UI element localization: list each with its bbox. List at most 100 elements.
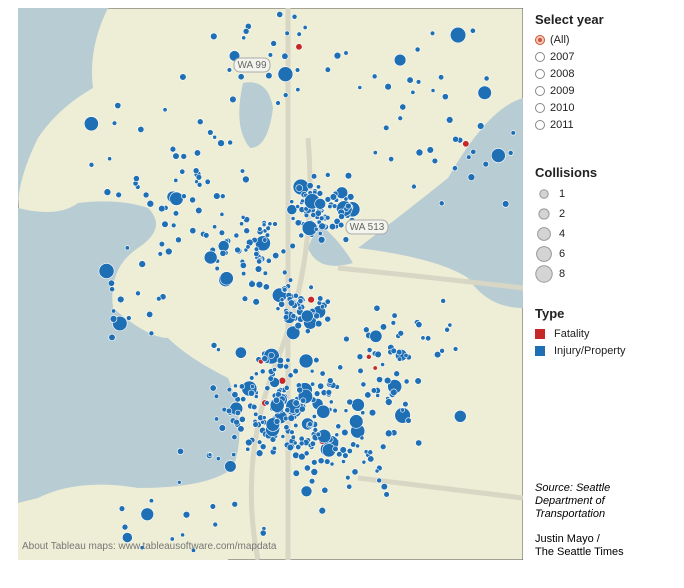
collision-dot — [180, 532, 185, 538]
collision-dot — [300, 485, 313, 498]
collision-dot — [162, 107, 168, 113]
type-swatch — [535, 345, 545, 356]
collision-dot — [275, 306, 281, 311]
collision-dot — [253, 250, 260, 258]
collision-dot — [364, 391, 372, 399]
type-label: Injury/Property — [554, 344, 626, 357]
collision-dot — [282, 314, 290, 321]
collision-dot — [195, 206, 203, 215]
filter-option[interactable]: 2011 — [535, 116, 675, 133]
collision-dot — [255, 280, 264, 289]
collision-dot — [278, 300, 286, 308]
collision-dot — [177, 447, 185, 455]
collision-dot — [146, 199, 155, 208]
collision-dot — [300, 397, 307, 404]
collision-dot — [309, 440, 316, 447]
collision-dot — [298, 353, 314, 369]
collision-dot — [372, 365, 378, 371]
size-item: 1 — [535, 184, 675, 204]
collision-dot — [170, 222, 177, 229]
collision-dot — [254, 265, 263, 273]
collision-dot — [231, 500, 239, 508]
collision-dot — [335, 423, 342, 430]
route-badge — [345, 219, 389, 235]
collision-dot — [317, 295, 324, 302]
filter-option[interactable]: (All) — [535, 31, 675, 48]
collision-dot — [204, 178, 211, 185]
collision-dot — [227, 139, 233, 146]
collision-dot — [318, 215, 325, 222]
collision-dot — [292, 451, 300, 459]
lake — [239, 82, 273, 148]
collision-dot — [292, 440, 298, 446]
collision-dot — [384, 429, 393, 438]
collision-dot — [415, 321, 423, 329]
filter-title: Select year — [535, 12, 604, 27]
collision-dot — [374, 468, 380, 474]
collision-dot — [341, 459, 346, 464]
collision-dot — [379, 443, 387, 450]
radio-button — [535, 102, 545, 113]
size-swatch — [539, 189, 549, 199]
collision-dot — [241, 295, 249, 302]
collision-dot — [314, 198, 327, 210]
collision-dot — [397, 115, 403, 121]
collision-dot — [452, 135, 459, 143]
filter-option[interactable]: 2008 — [535, 65, 675, 82]
size-circle — [538, 208, 550, 220]
collision-dot — [262, 283, 270, 291]
collision-dot — [226, 67, 233, 73]
collision-dot — [133, 175, 140, 182]
filter-option[interactable]: 2007 — [535, 48, 675, 65]
collision-dot — [289, 199, 295, 205]
collision-dot — [210, 342, 218, 349]
collision-dot — [429, 30, 436, 36]
collision-dot — [361, 459, 367, 465]
collision-dot — [226, 386, 233, 393]
collision-dot — [289, 242, 296, 250]
collision-dot — [343, 408, 349, 414]
source-note: Source: Seattle Department of Transporta… — [535, 482, 611, 520]
collision-dot — [371, 73, 378, 80]
size-legend: 1 2 4 6 8 — [535, 184, 675, 284]
filter-option[interactable]: 2009 — [535, 82, 675, 99]
collision-dot — [218, 229, 226, 236]
collision-dot — [483, 75, 490, 82]
collision-dot — [192, 167, 200, 175]
attribution: About Tableau maps: www.tableausoftware.… — [22, 541, 277, 552]
collision-dot — [300, 198, 305, 204]
collision-dot — [275, 100, 281, 106]
collision-dot — [195, 174, 203, 181]
collision-dot — [397, 356, 403, 362]
collision-dot — [510, 130, 516, 136]
collision-dot — [239, 168, 246, 174]
collision-dot — [196, 182, 203, 188]
collision-dot — [179, 168, 186, 175]
collision-dot — [373, 304, 381, 312]
collision-dot — [270, 40, 277, 47]
collision-dot — [237, 73, 245, 81]
size-swatch — [536, 246, 552, 262]
collision-dot — [121, 523, 129, 531]
collision-dot — [383, 376, 392, 385]
filter-option[interactable]: 2010 — [535, 99, 675, 116]
collision-dot — [342, 452, 349, 459]
collision-dot — [287, 414, 295, 422]
radio-button — [535, 51, 545, 62]
collision-dot — [383, 124, 390, 132]
collision-dot — [142, 191, 150, 199]
collision-dot — [213, 192, 221, 200]
collision-dot — [296, 386, 304, 394]
collision-dot — [366, 347, 373, 353]
collision-dot — [213, 393, 220, 400]
collision-dot — [291, 13, 298, 20]
collision-dot — [309, 368, 315, 374]
collision-dot — [249, 375, 255, 381]
radio-button — [535, 68, 545, 79]
collision-dot — [286, 204, 298, 216]
collision-dot — [315, 431, 322, 438]
collision-dot — [393, 53, 407, 67]
collision-dot — [276, 356, 284, 364]
collision-dot — [212, 134, 218, 140]
collision-dot — [203, 232, 210, 239]
